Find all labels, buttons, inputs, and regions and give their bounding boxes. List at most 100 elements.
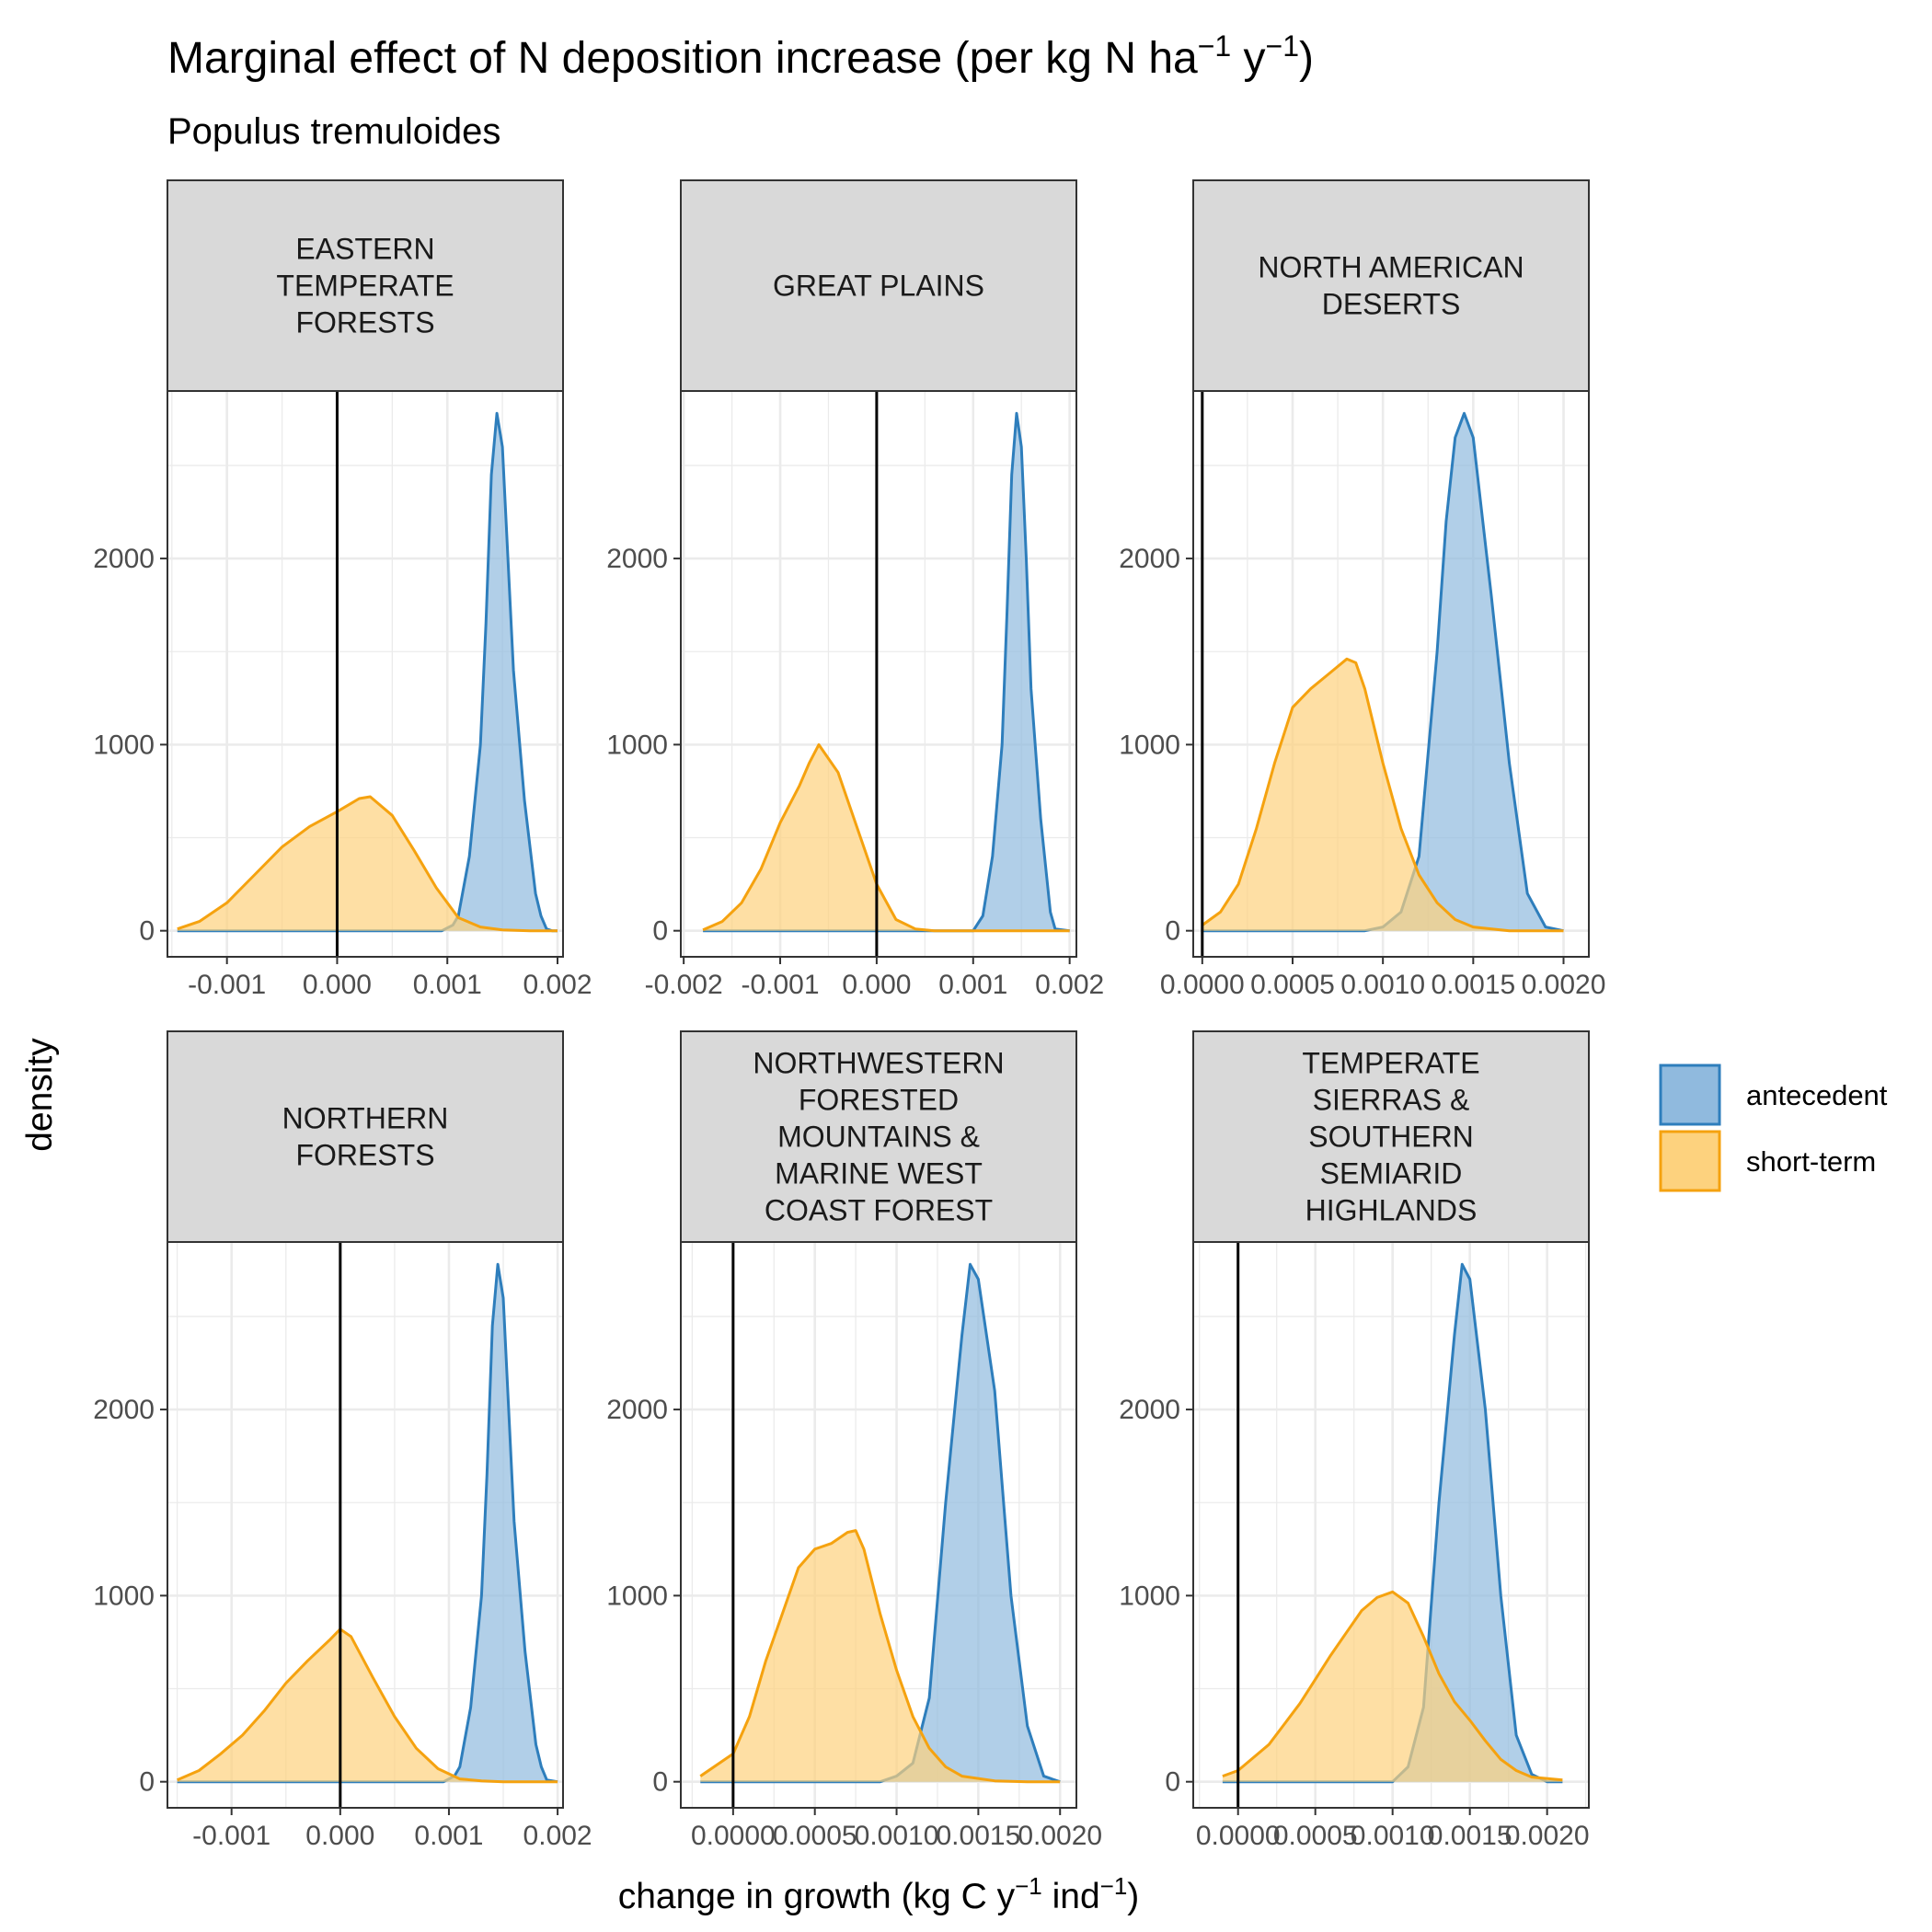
legend-key-antecedent[interactable] xyxy=(1659,1064,1721,1126)
facet-strip xyxy=(1192,179,1590,392)
y-tick-label: 1000 xyxy=(93,730,155,760)
x-tick-label: 0.0010 xyxy=(1340,970,1425,1000)
facet-label: SEMIARID xyxy=(1320,1157,1463,1190)
facet-label: EASTERN xyxy=(295,233,434,266)
x-tick-label: 0.0005 xyxy=(1273,1821,1358,1851)
facet-label: GREAT PLAINS xyxy=(773,270,984,303)
facet-panel: NORTHERN FORESTS 0 1000 2000 -0.001 0.000 0.001… xyxy=(93,1030,592,1851)
density-area-antecedent xyxy=(1202,413,1564,931)
x-tick-label: 0.002 xyxy=(523,970,592,1000)
x-tick-label: 0.0015 xyxy=(937,1821,1021,1851)
panel-border xyxy=(680,1241,1077,1809)
x-tick-label: 0.0005 xyxy=(1250,970,1335,1000)
legend-label-short-term: short-term xyxy=(1746,1145,1876,1178)
facet-label: FORESTS xyxy=(295,306,434,339)
facet-label: NORTHWESTERN xyxy=(753,1047,1004,1080)
facet-label: MARINE WEST xyxy=(775,1157,983,1190)
facet-panel: NORTHWESTERN FORESTED MOUNTAINS &MARINE WE… xyxy=(606,1030,1102,1851)
legend-label-antecedent: antecedent xyxy=(1746,1079,1888,1111)
density-area-antecedent xyxy=(1222,1264,1563,1782)
facet-strip xyxy=(680,1030,1077,1243)
x-tick-label: 0.0015 xyxy=(1428,1821,1512,1851)
panel-border xyxy=(1192,390,1590,958)
facet-label: TEMPERATE xyxy=(276,270,454,303)
facet-label: NORTHERN xyxy=(282,1102,449,1135)
panel-border xyxy=(1192,1241,1590,1809)
facet-label: FORESTED xyxy=(799,1084,959,1117)
x-tick-label: 0.0010 xyxy=(855,1821,939,1851)
facet-strip xyxy=(1192,1030,1590,1243)
x-tick-label: 0.0020 xyxy=(1018,1821,1102,1851)
density-area-antecedent xyxy=(177,1264,558,1782)
facet-label: NORTH AMERICAN xyxy=(1258,251,1524,284)
density-line-short-term xyxy=(177,795,558,933)
x-tick-label: -0.001 xyxy=(741,970,819,1000)
y-tick-label: 2000 xyxy=(93,544,155,574)
facet-label: SIERRAS & xyxy=(1313,1084,1470,1117)
density-area-short-term xyxy=(1222,1592,1563,1782)
x-tick-label: 0.002 xyxy=(523,1821,592,1851)
panel-border xyxy=(167,390,564,958)
density-area-antecedent xyxy=(703,413,1070,931)
x-tick-label: 0.0015 xyxy=(1431,970,1515,1000)
facet-label: MOUNTAINS & xyxy=(777,1121,980,1154)
density-area-short-term xyxy=(177,1628,558,1782)
x-tick-label: -0.002 xyxy=(645,970,723,1000)
legend: antecedent short-term xyxy=(1659,1064,1888,1192)
legend-key-short-term[interactable] xyxy=(1659,1130,1721,1192)
facet-label: HIGHLANDS xyxy=(1305,1194,1478,1227)
facet-label: COAST FOREST xyxy=(765,1194,993,1227)
y-tick-label: 2000 xyxy=(1119,544,1180,574)
x-tick-label: 0.000 xyxy=(842,970,911,1000)
chart-title: Marginal effect of N deposition increase… xyxy=(167,29,1314,83)
y-tick-label: 1000 xyxy=(1119,1581,1180,1611)
density-line-antecedent xyxy=(177,1262,558,1784)
panel-border xyxy=(167,1241,564,1809)
x-tick-label: -0.001 xyxy=(188,970,266,1000)
y-axis-title: density xyxy=(20,1038,60,1152)
density-line-short-term xyxy=(1222,1590,1563,1782)
density-line-short-term xyxy=(177,1627,558,1784)
chart-subtitle: Populus tremuloides xyxy=(167,111,500,152)
facet-label: SOUTHERN xyxy=(1308,1121,1474,1154)
y-tick-label: 1000 xyxy=(606,730,668,760)
density-line-short-term xyxy=(1201,657,1564,933)
y-tick-label: 1000 xyxy=(1119,730,1180,760)
facet-label: FORESTS xyxy=(295,1139,434,1172)
x-tick-label: 0.0020 xyxy=(1522,970,1606,1000)
y-tick-label: 2000 xyxy=(606,1395,668,1425)
facet-strip xyxy=(167,1030,564,1243)
y-tick-label: 0 xyxy=(139,916,155,947)
density-area-short-term xyxy=(703,744,1070,931)
x-tick-label: 0.000 xyxy=(303,970,372,1000)
facet-panel: GREAT PLAINS 0 1000 2000 -0.002 -0.001 0.000 0.… xyxy=(606,179,1104,1000)
x-tick-label: 0.0005 xyxy=(773,1821,857,1851)
x-tick-label: -0.001 xyxy=(192,1821,270,1851)
y-tick-label: 0 xyxy=(139,1767,155,1798)
density-line-short-term xyxy=(699,1529,1061,1784)
panel-border xyxy=(680,390,1077,958)
x-tick-label: 0.001 xyxy=(413,970,482,1000)
y-tick-label: 2000 xyxy=(93,1395,155,1425)
y-tick-label: 1000 xyxy=(606,1581,668,1611)
x-tick-label: 0.001 xyxy=(938,970,1007,1000)
density-line-antecedent xyxy=(703,411,1070,933)
density-line-short-term xyxy=(702,742,1070,933)
x-tick-label: 0.0000 xyxy=(691,1821,776,1851)
y-tick-label: 2000 xyxy=(606,544,668,574)
x-tick-label: 0.0020 xyxy=(1505,1821,1590,1851)
x-tick-label: 0.0010 xyxy=(1351,1821,1435,1851)
y-tick-label: 1000 xyxy=(93,1581,155,1611)
facet-label: TEMPERATE xyxy=(1302,1047,1479,1080)
x-tick-label: 0.001 xyxy=(414,1821,483,1851)
density-area-antecedent xyxy=(177,413,558,931)
x-tick-label: 0.0000 xyxy=(1196,1821,1281,1851)
y-tick-label: 0 xyxy=(1165,1767,1180,1798)
x-tick-label: 0.002 xyxy=(1035,970,1104,1000)
x-tick-label: 0.0000 xyxy=(1160,970,1245,1000)
density-area-antecedent xyxy=(700,1264,1061,1782)
